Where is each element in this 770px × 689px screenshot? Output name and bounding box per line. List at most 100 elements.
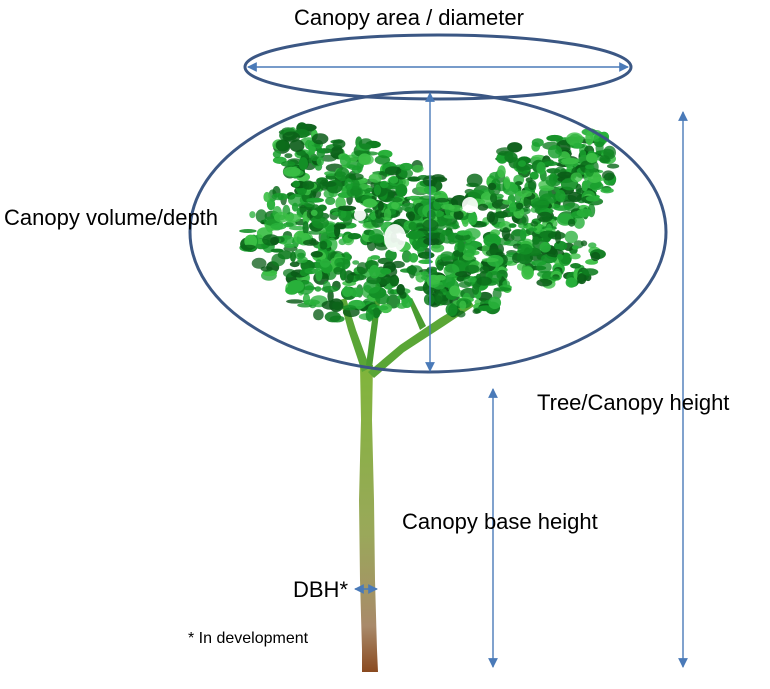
leaf-cluster <box>533 200 551 206</box>
leaf-cluster <box>369 264 380 279</box>
leaf-cluster <box>567 218 576 227</box>
leaf-cluster <box>391 202 399 210</box>
leaf-cluster <box>271 192 289 201</box>
leaf-cluster <box>368 234 386 244</box>
leaf-cluster <box>340 209 347 219</box>
leaf-cluster <box>459 300 467 310</box>
leaf-cluster <box>412 164 424 173</box>
leaf-cluster <box>528 227 538 232</box>
leaf-cluster <box>372 307 381 319</box>
leaf-cluster <box>490 193 498 204</box>
leaf-cluster <box>493 287 512 292</box>
leaf-cluster <box>304 201 315 208</box>
leaf-cluster <box>325 197 336 205</box>
leaf-cluster <box>488 296 502 310</box>
leaf-cluster <box>589 181 604 191</box>
leaf-cluster <box>434 290 445 304</box>
leaf-cluster <box>366 275 381 285</box>
tree-trunk <box>340 280 474 672</box>
leaf-cluster <box>455 233 471 241</box>
leaf-cluster <box>398 168 413 179</box>
leaf-cluster <box>588 242 597 249</box>
leaf-cluster <box>462 245 476 257</box>
leaf-cluster <box>304 267 319 275</box>
leaf-cluster <box>399 162 413 171</box>
leaf-cluster <box>288 280 304 293</box>
leaf-cluster <box>530 221 539 227</box>
leaf-cluster <box>384 166 402 176</box>
leaf-cluster <box>338 205 357 212</box>
leaf-cluster <box>458 281 472 288</box>
leaf-cluster <box>362 198 378 208</box>
leaf-cluster <box>569 253 581 260</box>
leaf-cluster <box>406 195 424 201</box>
leaf-cluster <box>560 252 572 265</box>
leaf-cluster <box>321 285 339 293</box>
leaf-cluster <box>539 241 551 253</box>
leaf-cluster <box>241 244 256 250</box>
leaf-cluster <box>476 276 492 286</box>
leaf-cluster <box>275 139 290 152</box>
leaf-cluster <box>363 208 373 213</box>
leaf-cluster <box>556 253 564 261</box>
leaf-cluster <box>383 208 392 221</box>
leaf-cluster <box>320 258 331 268</box>
leaf-cluster <box>448 204 463 212</box>
leaf-cluster <box>311 133 329 145</box>
leaf-cluster <box>292 180 301 188</box>
leaf-cluster <box>546 134 564 142</box>
leaf-cluster <box>270 222 287 230</box>
leaf-cluster <box>545 174 562 187</box>
leaf-cluster <box>564 230 578 244</box>
leaf-cluster <box>370 212 377 221</box>
leaf-cluster <box>517 243 533 255</box>
leaf-cluster <box>607 163 620 169</box>
leaf-cluster <box>419 195 436 201</box>
leaf-cluster <box>244 234 258 248</box>
leaf-cluster <box>274 212 290 223</box>
leaf-cluster <box>426 209 436 221</box>
leaf-cluster <box>375 210 383 219</box>
leaf-cluster <box>600 187 614 194</box>
leaf-cluster <box>284 153 293 159</box>
leaf-cluster <box>501 227 511 240</box>
leaf-cluster <box>547 145 563 159</box>
leaf-cluster <box>439 229 455 244</box>
leaf-cluster <box>549 276 561 281</box>
leaf-cluster <box>502 199 513 205</box>
leaf-cluster <box>580 240 588 247</box>
leaf-cluster <box>342 305 357 311</box>
canopy-volume-label: Canopy volume/depth <box>4 205 219 230</box>
leaf-cluster <box>395 183 408 197</box>
leaf-cluster <box>457 230 470 236</box>
leaf-cluster <box>408 230 425 240</box>
leaf-cluster <box>389 274 400 287</box>
leaf-cluster <box>427 280 440 285</box>
leaf-cluster <box>316 157 324 166</box>
leaf-cluster <box>516 190 532 198</box>
leaf-cluster <box>521 266 534 280</box>
leaf-cluster <box>329 298 344 313</box>
leaf-cluster <box>585 164 595 170</box>
leaf-cluster <box>370 255 381 260</box>
leaf-cluster <box>260 266 273 272</box>
leaf-cluster <box>298 157 309 171</box>
leaf-cluster <box>314 286 322 292</box>
leaf-cluster <box>571 245 579 250</box>
leaf-cluster <box>365 307 374 322</box>
leaf-cluster <box>315 268 323 282</box>
leaf-cluster <box>385 249 397 261</box>
leaf-cluster <box>407 176 421 182</box>
leaf-cluster <box>251 257 267 269</box>
leaf-cluster <box>585 131 594 146</box>
leaf-cluster <box>294 249 306 260</box>
canopy-gap <box>384 224 406 252</box>
leaf-cluster <box>557 171 573 179</box>
leaf-cluster <box>281 161 296 167</box>
leaf-cluster <box>408 252 419 263</box>
leaf-cluster <box>289 139 305 152</box>
leaf-cluster <box>603 145 616 160</box>
leaf-cluster <box>494 211 508 219</box>
leaf-cluster <box>348 173 364 181</box>
leaf-cluster <box>479 266 490 274</box>
